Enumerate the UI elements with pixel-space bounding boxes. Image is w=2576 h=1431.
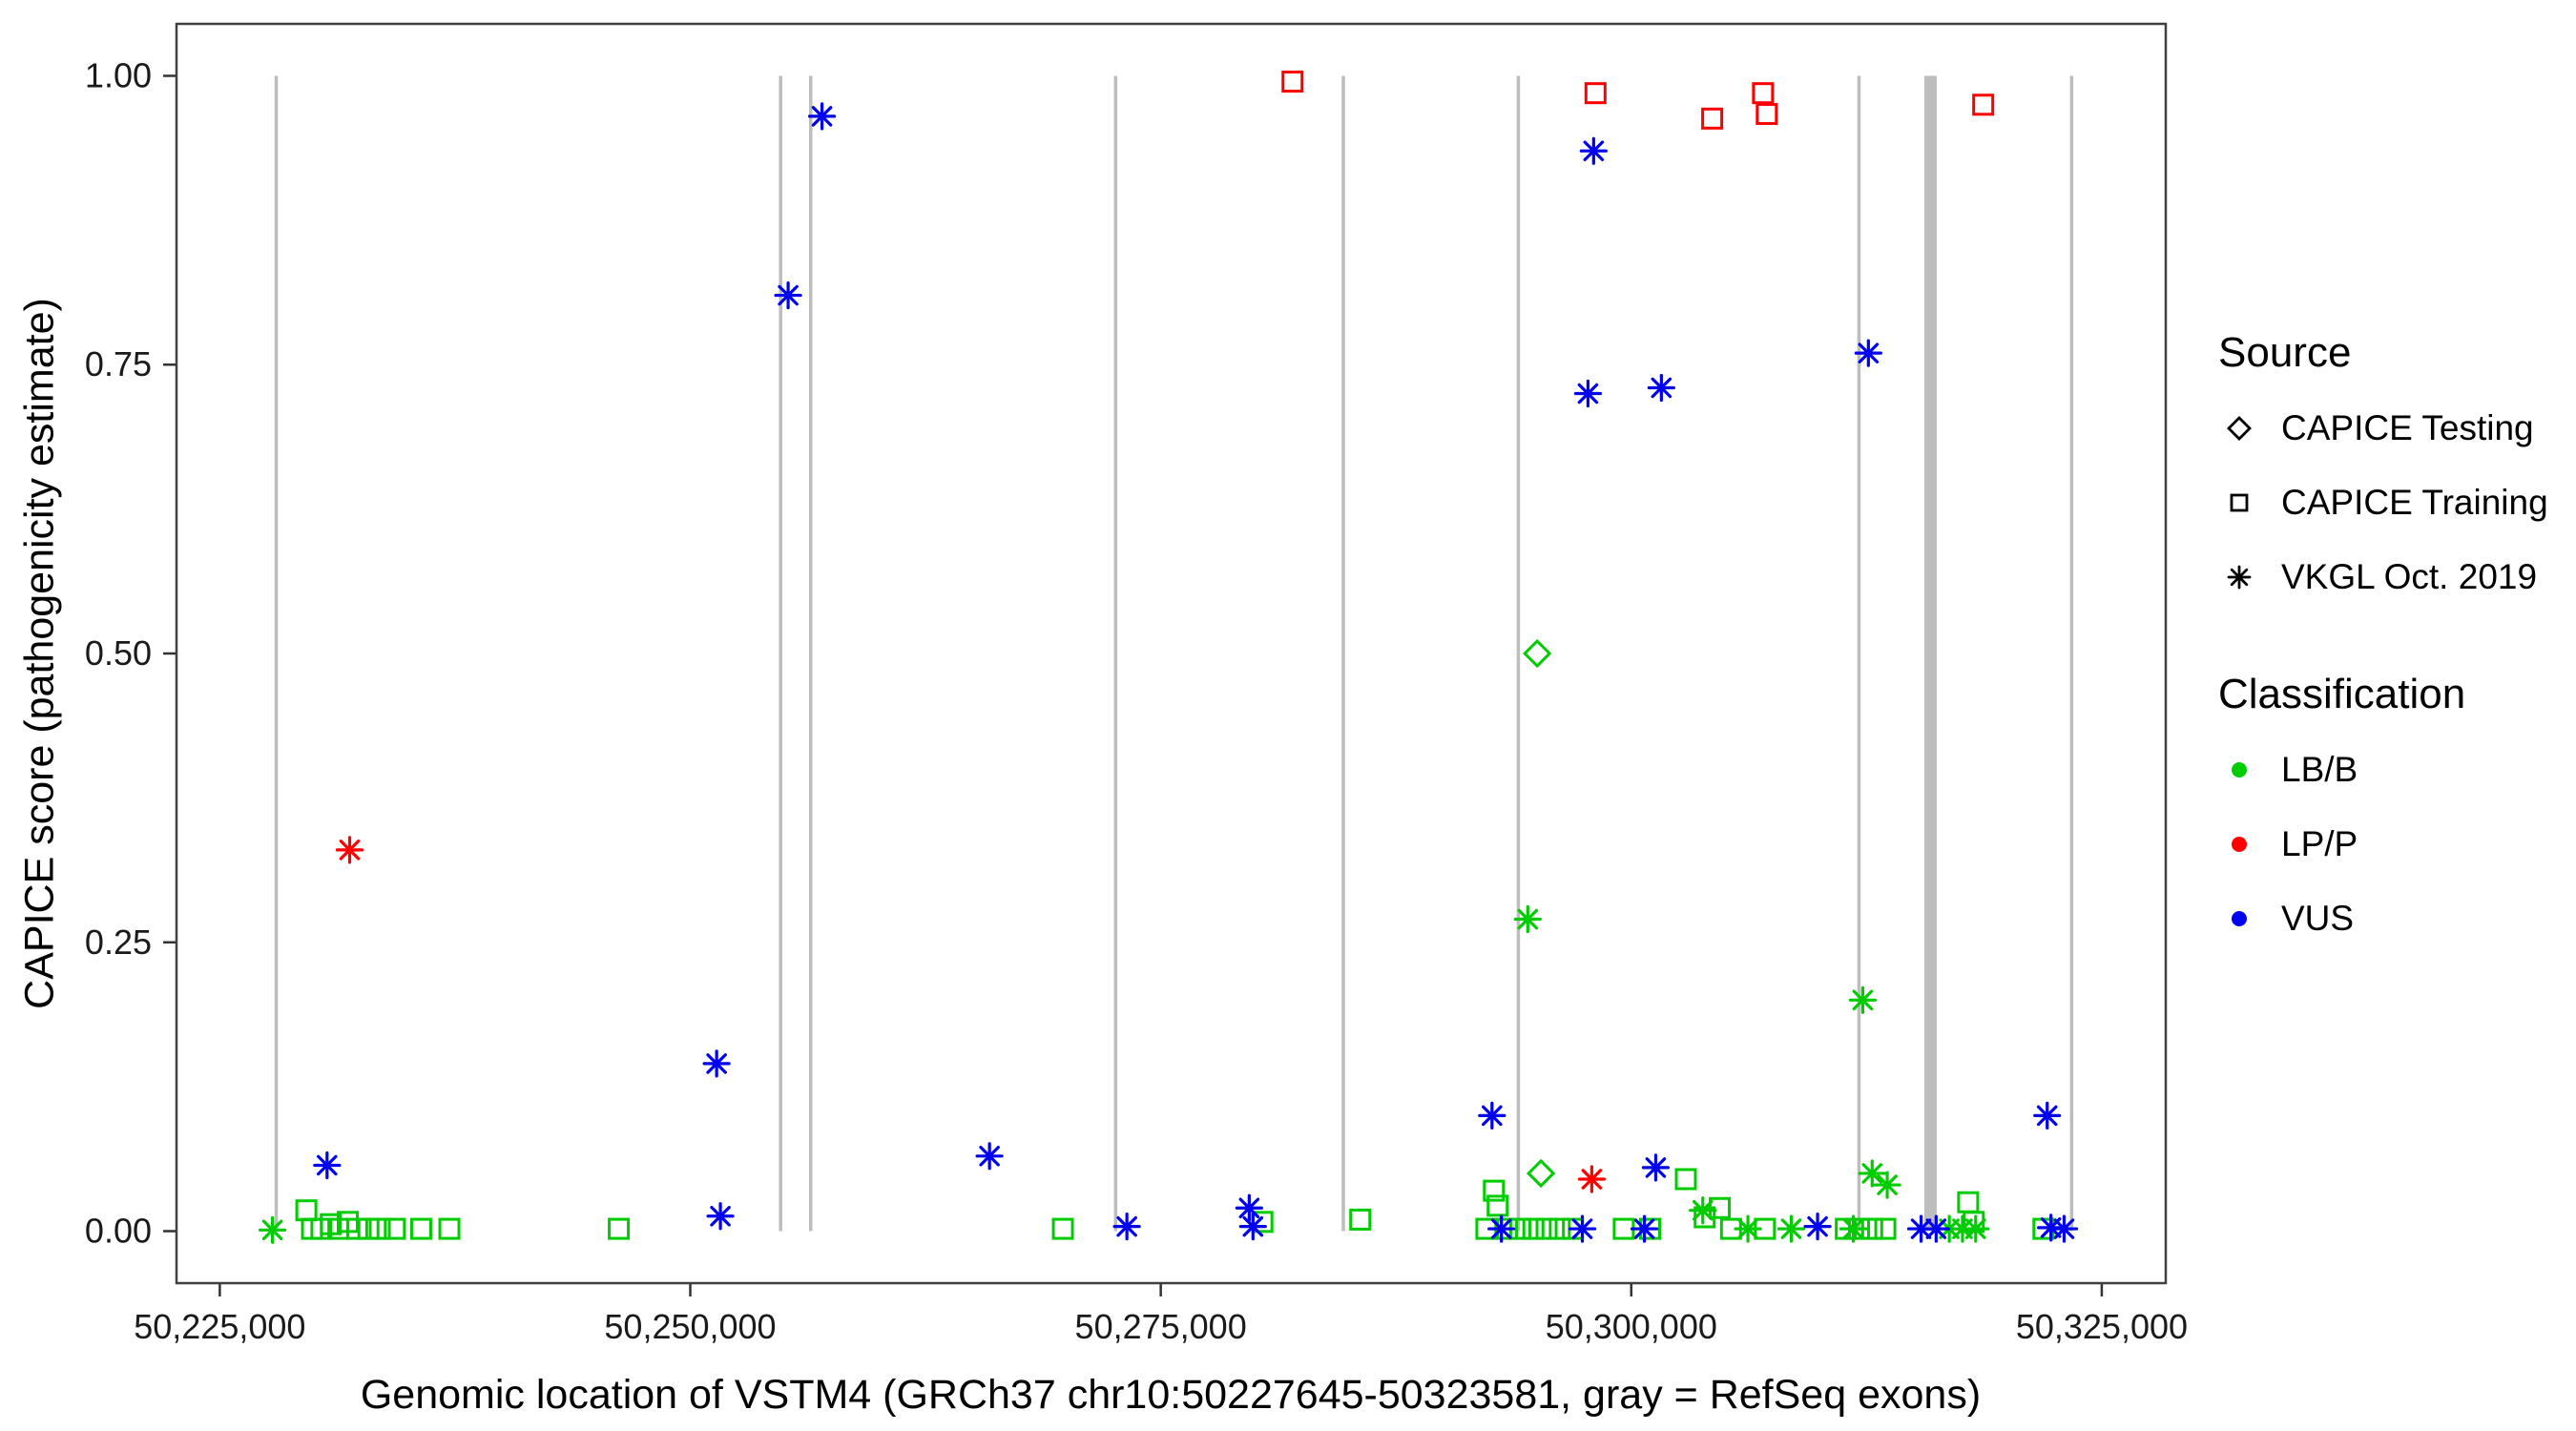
green-dot-icon — [2232, 762, 2247, 778]
svg-text:50,325,000: 50,325,000 — [2016, 1307, 2188, 1346]
svg-text:0.25: 0.25 — [85, 923, 152, 962]
legend-item-label: LP/P — [2281, 824, 2358, 863]
legend-item-lpp: LP/P — [2218, 818, 2548, 871]
legend-group-source: Source CAPICE Testing CAPICE Training VK… — [2218, 329, 2548, 604]
legend-item-label: LB/B — [2281, 750, 2358, 789]
legend-group-classification: Classification LB/B LP/P VUS — [2218, 671, 2548, 945]
blue-dot-icon — [2232, 911, 2247, 926]
legend: Source CAPICE Testing CAPICE Training VK… — [2218, 329, 2548, 1012]
legend-item-label: VKGL Oct. 2019 — [2281, 557, 2538, 596]
diamond-marker-icon — [2227, 416, 2252, 441]
legend-item-lbb: LB/B — [2218, 743, 2548, 797]
svg-text:50,275,000: 50,275,000 — [1075, 1307, 1247, 1346]
legend-classification-title: Classification — [2218, 671, 2466, 717]
legend-source-title: Source — [2218, 329, 2352, 376]
x-axis-title: Genomic location of VSTM4 (GRCh37 chr10:… — [360, 1372, 1982, 1418]
legend-item-vus: VUS — [2218, 892, 2548, 945]
svg-text:50,300,000: 50,300,000 — [1546, 1307, 1717, 1346]
legend-item-vkgl: VKGL Oct. 2019 — [2218, 550, 2548, 604]
svg-text:50,250,000: 50,250,000 — [604, 1307, 776, 1346]
svg-text:1.00: 1.00 — [85, 55, 152, 94]
y-axis-title: CAPICE score (pathogenicity estimate) — [16, 298, 63, 1009]
svg-text:0.75: 0.75 — [85, 344, 152, 384]
legend-item-capice-testing: CAPICE Testing — [2218, 402, 2548, 455]
square-marker-icon — [2230, 493, 2249, 512]
legend-item-label: CAPICE Training — [2281, 483, 2548, 522]
svg-text:0.00: 0.00 — [85, 1212, 152, 1251]
legend-item-label: CAPICE Testing — [2281, 408, 2534, 447]
svg-text:0.50: 0.50 — [85, 633, 152, 673]
legend-item-capice-training: CAPICE Training — [2218, 476, 2548, 529]
asterisk-marker-icon — [2227, 565, 2252, 590]
legend-item-label: VUS — [2281, 899, 2355, 938]
svg-text:50,225,000: 50,225,000 — [134, 1307, 305, 1346]
red-dot-icon — [2232, 837, 2247, 852]
